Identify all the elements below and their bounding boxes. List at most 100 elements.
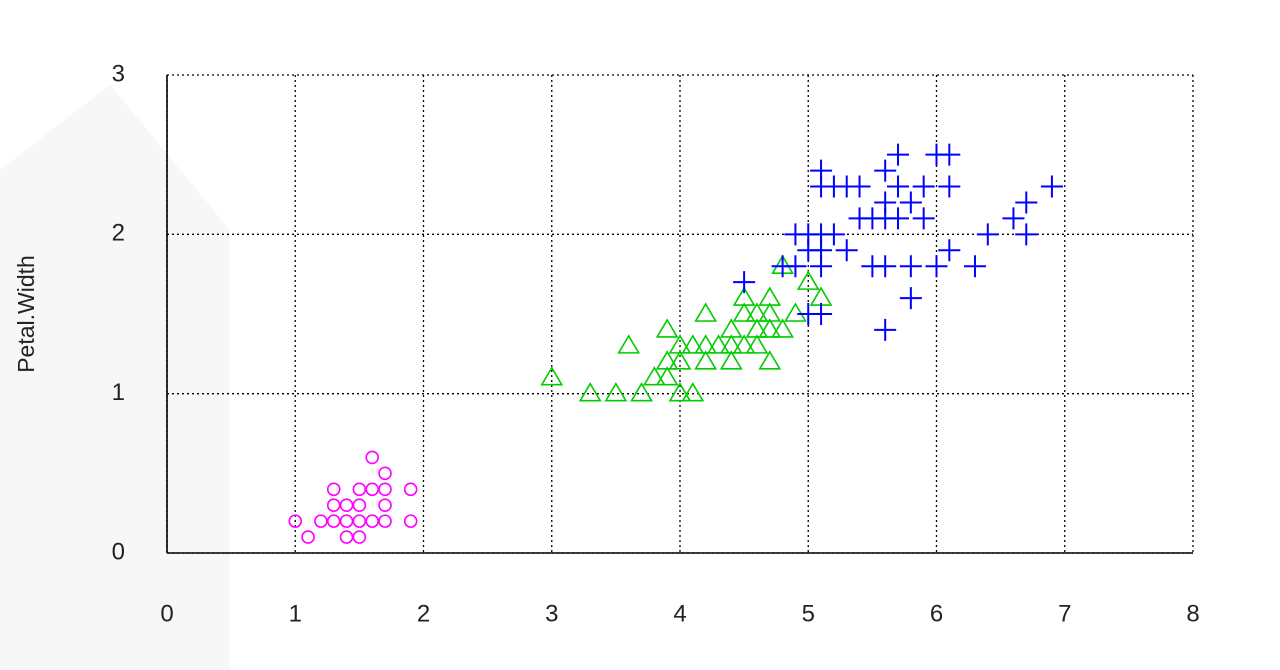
- point: [668, 334, 692, 354]
- point: [719, 350, 743, 370]
- point: [339, 514, 354, 528]
- point: [301, 530, 315, 544]
- point: [707, 334, 730, 354]
- point: [899, 255, 922, 278]
- point: [630, 382, 653, 402]
- x-tick-label: 4: [673, 600, 686, 627]
- point: [732, 302, 756, 322]
- point: [403, 482, 418, 497]
- point: [578, 382, 602, 402]
- point: [822, 223, 845, 246]
- point: [745, 302, 769, 322]
- point: [835, 239, 858, 262]
- point: [732, 286, 756, 306]
- point: [339, 498, 354, 513]
- point: [314, 514, 328, 528]
- point: [668, 350, 692, 370]
- point: [365, 450, 380, 465]
- y-tick-label: 1: [112, 379, 125, 406]
- point: [887, 143, 910, 166]
- point: [604, 382, 628, 402]
- x-tick-label: 5: [802, 600, 815, 627]
- point: [1002, 207, 1025, 230]
- point: [378, 482, 392, 497]
- point: [758, 350, 782, 370]
- point: [874, 191, 897, 214]
- point: [655, 318, 679, 338]
- point: [771, 318, 794, 338]
- point: [810, 303, 833, 325]
- point: [758, 286, 782, 306]
- point: [378, 466, 392, 481]
- background-shape: [0, 85, 230, 670]
- x-tick-label: 8: [1186, 600, 1199, 627]
- point: [963, 255, 986, 278]
- point: [874, 159, 897, 182]
- point: [874, 255, 897, 278]
- point: [976, 223, 999, 246]
- point: [378, 514, 392, 528]
- point: [352, 530, 367, 544]
- point: [938, 239, 961, 262]
- point: [810, 159, 833, 182]
- point: [938, 175, 961, 198]
- point: [809, 286, 833, 306]
- point: [655, 366, 679, 386]
- point: [378, 498, 392, 513]
- x-tick-label: 6: [930, 600, 943, 627]
- point: [887, 207, 910, 230]
- point: [899, 191, 922, 214]
- point: [758, 302, 782, 322]
- point: [719, 334, 743, 354]
- y-axis-label: Petal.Width: [13, 255, 39, 373]
- point: [326, 514, 341, 528]
- point: [681, 334, 705, 354]
- x-tick-label: 2: [417, 600, 430, 627]
- point: [655, 350, 679, 370]
- point: [694, 350, 718, 370]
- point: [617, 334, 641, 354]
- point: [403, 514, 418, 528]
- point: [642, 366, 666, 386]
- y-tick-label: 0: [112, 538, 125, 565]
- point: [784, 255, 807, 278]
- point: [352, 482, 367, 497]
- point: [668, 382, 692, 402]
- point: [796, 270, 820, 290]
- point: [784, 302, 807, 322]
- point: [288, 514, 303, 528]
- point: [874, 318, 897, 341]
- x-tick-label: 1: [289, 600, 302, 627]
- y-tick-label: 3: [112, 60, 125, 87]
- point: [848, 175, 871, 198]
- x-tick-label: 7: [1058, 600, 1071, 627]
- point: [352, 514, 367, 528]
- x-tick-label: 3: [545, 600, 558, 627]
- point: [912, 175, 935, 198]
- point: [365, 514, 380, 528]
- point: [339, 530, 354, 544]
- point: [1040, 175, 1063, 198]
- point: [719, 318, 743, 338]
- point: [694, 302, 718, 322]
- point: [745, 334, 769, 354]
- point: [1015, 223, 1038, 246]
- point: [733, 271, 756, 294]
- point: [745, 318, 769, 338]
- point: [732, 334, 756, 354]
- point: [694, 334, 718, 354]
- point: [1015, 191, 1038, 214]
- y-tick-label: 2: [112, 220, 125, 247]
- point: [899, 287, 922, 310]
- x-tick-label: 0: [160, 600, 173, 627]
- point: [365, 482, 380, 497]
- point: [938, 143, 961, 166]
- point: [540, 366, 564, 386]
- point: [326, 482, 341, 497]
- point: [758, 318, 782, 338]
- point: [887, 175, 910, 198]
- point: [925, 255, 948, 278]
- point: [326, 498, 341, 513]
- point: [352, 498, 367, 513]
- point: [681, 382, 705, 402]
